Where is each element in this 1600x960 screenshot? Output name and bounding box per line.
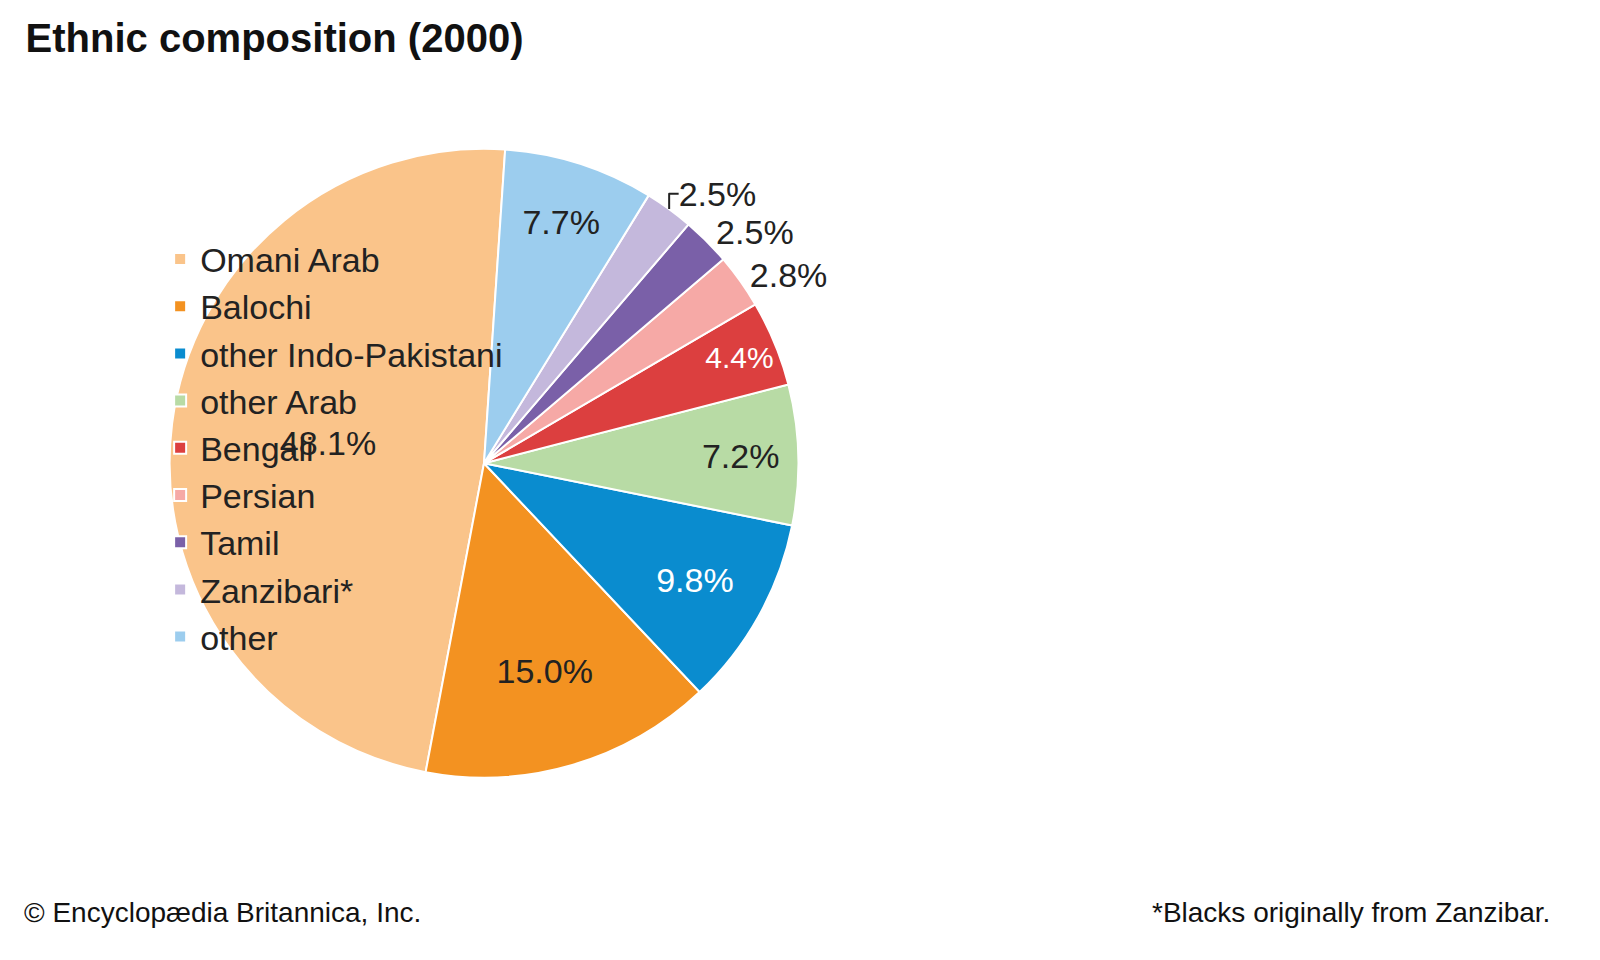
svg-text:15.0%: 15.0%	[496, 652, 592, 690]
svg-text:Omani Arab: Omani Arab	[200, 241, 380, 279]
svg-text:Persian: Persian	[200, 477, 315, 515]
svg-text:*Blacks originally from Zanzib: *Blacks originally from Zanzibar.	[1152, 897, 1550, 928]
svg-text:7.2%: 7.2%	[702, 437, 780, 475]
svg-text:Tamil: Tamil	[200, 524, 279, 562]
svg-text:2.5%: 2.5%	[716, 213, 794, 251]
svg-text:Ethnic composition (2000): Ethnic composition (2000)	[26, 16, 524, 60]
svg-text:© Encyclopædia Britannica, Inc: © Encyclopædia Britannica, Inc.	[24, 897, 421, 928]
svg-text:Bengali: Bengali	[200, 430, 313, 468]
svg-text:Balochi: Balochi	[200, 288, 312, 326]
svg-text:7.7%: 7.7%	[522, 203, 600, 241]
svg-text:48.1%: 48.1%	[279, 424, 377, 463]
svg-text:4.4%: 4.4%	[705, 341, 773, 374]
svg-text:other Arab: other Arab	[200, 383, 357, 421]
svg-text:2.5%: 2.5%	[679, 175, 757, 213]
svg-text:other: other	[200, 619, 278, 657]
svg-text:Zanzibari*: Zanzibari*	[200, 572, 353, 610]
svg-text:other Indo-Pakistani: other Indo-Pakistani	[200, 336, 502, 374]
svg-text:2.8%: 2.8%	[750, 256, 828, 294]
svg-text:9.8%: 9.8%	[656, 561, 734, 599]
